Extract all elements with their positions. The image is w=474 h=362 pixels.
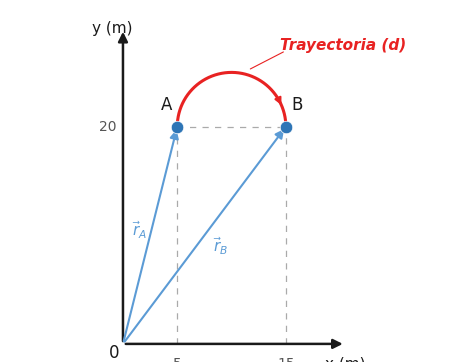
Text: 0: 0 [109, 344, 119, 362]
Text: $\vec{r}_B$: $\vec{r}_B$ [213, 235, 228, 257]
Text: 20: 20 [99, 120, 117, 134]
Text: A: A [161, 96, 172, 114]
Text: B: B [291, 96, 302, 114]
Text: 15: 15 [277, 357, 295, 362]
Text: Trayectoria (d): Trayectoria (d) [281, 38, 407, 53]
Text: 5: 5 [173, 357, 182, 362]
Text: y (m): y (m) [92, 21, 132, 37]
Text: $\vec{r}_A$: $\vec{r}_A$ [132, 219, 147, 241]
Text: x (m): x (m) [325, 357, 366, 362]
